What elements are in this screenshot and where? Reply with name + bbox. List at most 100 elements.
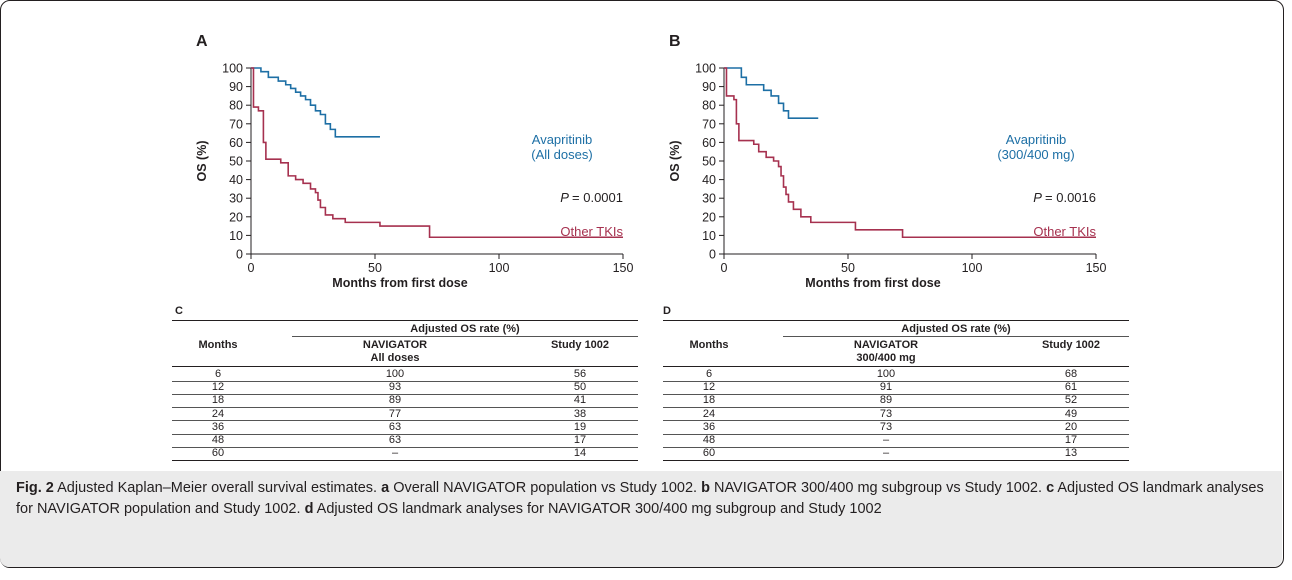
panel-letter-d: D xyxy=(663,305,671,317)
table-header-rule xyxy=(172,366,638,367)
y-tick-label: 90 xyxy=(702,80,716,94)
table-cell: 41 xyxy=(573,394,587,407)
y-tick-label: 40 xyxy=(229,173,243,187)
table-row-rule xyxy=(663,433,1129,435)
table-cell: 52 xyxy=(1064,394,1078,407)
y-tick-label: 100 xyxy=(695,62,716,76)
table-cell: 60 xyxy=(702,447,716,460)
table-cell: 12 xyxy=(702,381,716,394)
table-header-study-1002: Study 1002 xyxy=(1041,339,1101,351)
x-tick-label: 100 xyxy=(489,261,510,275)
table-cell: 12 xyxy=(211,381,225,394)
table-cell: 6 xyxy=(705,368,713,380)
series-line-avapritinib xyxy=(724,67,819,120)
table-row-rule xyxy=(172,380,638,382)
table-row-rule xyxy=(663,393,1129,395)
series-line-avapritinib xyxy=(251,67,380,138)
table-cell: 17 xyxy=(573,434,587,446)
y-tick-label: 70 xyxy=(229,117,243,131)
table-cell: 100 xyxy=(385,368,405,380)
y-tick-label: 60 xyxy=(702,136,716,150)
legend-label-other-tkis: Other TKIs xyxy=(560,224,623,239)
table-cell: 36 xyxy=(702,420,716,433)
y-tick-label: 10 xyxy=(702,229,716,243)
figure-caption: Fig. 2 Adjusted Kaplan–Meier overall sur… xyxy=(16,478,1271,520)
y-tick-label: 0 xyxy=(709,248,716,262)
table-header-study-1002: Study 1002 xyxy=(550,339,610,351)
table-cell: 20 xyxy=(1064,420,1078,433)
table-row-rule xyxy=(172,393,638,395)
table-cell: 48 xyxy=(702,434,716,446)
table-header-rule xyxy=(663,366,1129,367)
caption-part-text-a: Overall NAVIGATOR population vs Study 10… xyxy=(393,480,698,496)
table-cell: 68 xyxy=(1064,368,1078,380)
y-tick-label: 80 xyxy=(702,99,716,113)
panel-letter-a: A xyxy=(196,33,208,50)
table-cell: 19 xyxy=(573,420,587,433)
y-tick-label: 20 xyxy=(229,210,243,224)
x-tick-label: 50 xyxy=(368,261,382,275)
table-row-rule xyxy=(172,420,638,422)
table-cell: 49 xyxy=(1064,407,1078,420)
table-header-navigator-sub: 300/400 mg xyxy=(856,352,916,364)
y-tick-label: 20 xyxy=(702,210,716,224)
table-row-rule xyxy=(663,407,1129,409)
y-tick-label: 30 xyxy=(229,192,243,206)
table-cell: 38 xyxy=(573,407,587,420)
table-cell: 56 xyxy=(573,368,587,380)
table-row-rule xyxy=(663,446,1129,448)
caption-part-text-c: Adjusted OS landmark analyses for NAVIGA… xyxy=(16,480,1264,517)
x-tick-label: 0 xyxy=(248,261,255,275)
table-cell: 24 xyxy=(702,407,716,420)
table-cell: – xyxy=(882,447,890,460)
table-cell: – xyxy=(391,447,399,460)
table-cell: 48 xyxy=(211,434,225,446)
y-tick-label: 0 xyxy=(236,248,243,262)
table-cell: 50 xyxy=(573,381,587,394)
table-header-months: Months xyxy=(198,339,238,351)
y-tick-label: 100 xyxy=(222,62,243,76)
y-tick-label: 10 xyxy=(229,229,243,243)
table-cell: 6 xyxy=(214,368,222,380)
figure-frame xyxy=(0,0,1284,568)
table-row-rule xyxy=(663,420,1129,422)
caption-part-letter-d: d xyxy=(304,501,314,517)
caption-fig-label: Fig. 2 xyxy=(16,480,54,496)
caption-part-letter-a: a xyxy=(381,480,390,496)
y-tick-label: 50 xyxy=(229,155,243,169)
table-header-months: Months xyxy=(689,339,729,351)
table-cell: 60 xyxy=(211,447,225,460)
table-header-navigator: NAVIGATOR xyxy=(362,339,428,351)
y-tick-label: 90 xyxy=(229,80,243,94)
panel-letter-c: C xyxy=(175,305,183,317)
table-top-rule xyxy=(663,320,1129,321)
table-row-rule xyxy=(172,407,638,409)
table-cell: 14 xyxy=(573,447,587,460)
caption-part-letter-c: c xyxy=(1046,480,1055,496)
table-bottom-rule xyxy=(172,459,638,461)
table-cell: 73 xyxy=(879,420,893,433)
os-table-d: Adjusted OS rate (%) Months NAVIGATOR 300/4… xyxy=(663,320,1129,466)
x-tick-label: 0 xyxy=(721,261,728,275)
table-cell: 89 xyxy=(879,394,893,407)
y-tick-label: 30 xyxy=(702,192,716,206)
table-header-navigator-sub: All doses xyxy=(370,352,420,364)
legend-label-avapritinib-dose: (All doses) xyxy=(531,147,592,162)
x-tick-label: 50 xyxy=(841,261,855,275)
table-cell: 91 xyxy=(879,381,893,394)
table-cell: 93 xyxy=(388,381,402,394)
table-cell: 100 xyxy=(876,368,896,380)
legend-label-avapritinib: Avapritinib xyxy=(1006,132,1066,147)
table-group-rule xyxy=(783,336,1129,337)
os-table-c: Adjusted OS rate (%) Months NAVIGATOR All d… xyxy=(172,320,638,466)
legend-label-avapritinib: Avapritinib xyxy=(532,132,592,147)
x-tick-label: 150 xyxy=(613,261,634,275)
table-cell: 18 xyxy=(702,394,716,407)
y-tick-label: 70 xyxy=(702,117,716,131)
caption-title: Adjusted Kaplan–Meier overall survival e… xyxy=(57,480,378,496)
km-chart-b: 0 10 20 30 40 50 60 70 80 90 100 0 50 100 150 Months fr… xyxy=(668,62,1106,291)
table-cell: 24 xyxy=(211,407,225,420)
table-cell: 13 xyxy=(1064,447,1078,460)
table-cell: 73 xyxy=(879,407,893,420)
table-cell: 63 xyxy=(388,434,402,446)
